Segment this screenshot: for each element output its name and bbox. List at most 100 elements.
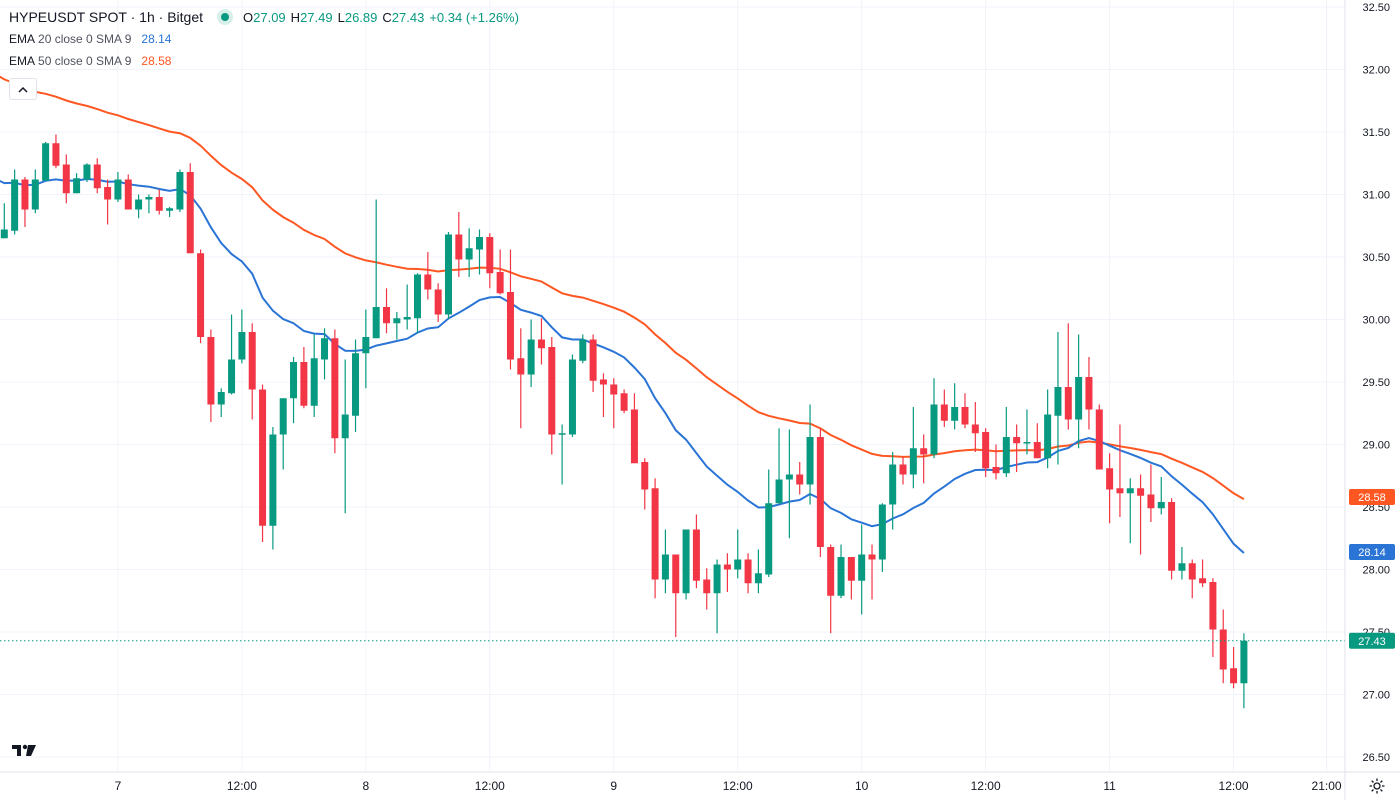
candle-bearish[interactable] [827,544,835,634]
candle-bullish[interactable] [176,169,184,213]
candle-bullish[interactable] [83,163,91,182]
candle-bearish[interactable] [424,252,432,300]
candle-bearish[interactable] [517,328,525,429]
indicator-ema50[interactable]: EMA 50 close 0 SMA 9 28.58 [9,54,172,68]
candle-bullish[interactable] [217,388,225,417]
candle-bearish[interactable] [940,389,948,428]
candle-bullish[interactable] [754,549,762,594]
candle-bearish[interactable] [248,323,256,420]
candle-bearish[interactable] [982,428,990,477]
candle-bearish[interactable] [847,557,855,600]
candle-bullish[interactable] [858,524,866,615]
candle-bullish[interactable] [930,378,938,459]
candle-bullish[interactable] [73,173,81,194]
candle-bearish[interactable] [155,189,163,215]
candle-bullish[interactable] [806,404,814,505]
candle-bearish[interactable] [1116,424,1124,518]
price-axis[interactable]: 32.50 32.00 31.50 31.00 30.50 30.00 29.50 29.00… [1362,2,1390,764]
candle-bullish[interactable] [1157,477,1165,515]
candle-bullish[interactable] [352,339,360,433]
candle-bearish[interactable] [630,393,638,464]
indicator-ema20[interactable]: EMA 20 close 0 SMA 9 28.14 [9,32,172,46]
candle-bullish[interactable] [166,207,174,217]
candle-bullish[interactable] [909,407,917,489]
candle-bullish[interactable] [785,429,793,539]
candle-bearish[interactable] [93,158,101,194]
candle-bearish[interactable] [1095,404,1103,470]
candle-bullish[interactable] [114,172,122,202]
candle-bullish[interactable] [1178,547,1186,580]
candle-bullish[interactable] [475,229,483,275]
candle-bullish[interactable] [889,452,897,530]
candle-bearish[interactable] [1168,498,1176,580]
candle-bullish[interactable] [837,544,845,599]
candle-bullish[interactable] [682,529,690,600]
candle-bearish[interactable] [796,462,804,495]
candle-bullish[interactable] [775,428,783,504]
candle-bearish[interactable] [62,154,70,204]
candle-bullish[interactable] [465,228,473,277]
candle-bearish[interactable] [620,389,628,414]
collapse-legend-button[interactable] [9,78,37,100]
candle-bullish[interactable] [403,284,411,330]
candle-bullish[interactable] [1002,407,1010,477]
candle-bearish[interactable] [124,174,132,210]
candle-bullish[interactable] [228,314,236,395]
candle-bearish[interactable] [992,444,1000,480]
candle-bearish[interactable] [186,163,194,254]
candle-bearish[interactable] [744,553,752,594]
candle-bullish[interactable] [393,312,401,340]
time-axis[interactable]: 7 12:00 8 12:00 9 12:00 10 12:00 11 12:00 21:00 [115,779,1342,793]
candle-bullish[interactable] [135,194,143,219]
candle-bearish[interactable] [589,334,597,393]
candle-bullish[interactable] [1240,633,1248,709]
candle-bullish[interactable] [362,309,370,389]
candle-bullish[interactable] [145,194,153,214]
candle-bearish[interactable] [816,428,824,557]
tradingview-logo-icon[interactable] [10,738,38,762]
settings-gear-icon[interactable] [1368,777,1386,795]
candle-bullish[interactable] [341,359,349,514]
candle-bearish[interactable] [1137,474,1145,555]
candle-bearish[interactable] [971,402,979,452]
candle-bearish[interactable] [1188,559,1196,599]
candle-bearish[interactable] [496,249,504,295]
candle-bearish[interactable] [1106,453,1114,524]
candle-bearish[interactable] [331,329,339,454]
candle-bullish[interactable] [0,203,8,239]
candle-bearish[interactable] [548,337,556,455]
candle-bullish[interactable] [558,424,566,485]
candle-bearish[interactable] [692,514,700,589]
candle-bearish[interactable] [610,378,618,429]
candle-bearish[interactable] [723,553,731,592]
candle-bearish[interactable] [961,393,969,429]
candle-bullish[interactable] [238,309,246,364]
candle-bearish[interactable] [383,288,391,334]
candle-bearish[interactable] [672,554,680,638]
candle-bullish[interactable] [279,398,287,470]
candle-bullish[interactable] [290,357,298,424]
candle-bearish[interactable] [207,329,215,423]
candle-bullish[interactable] [11,169,19,235]
candle-bearish[interactable] [1033,423,1041,459]
candle-bullish[interactable] [42,142,50,181]
candle-bearish[interactable] [434,283,442,322]
candle-bullish[interactable] [310,334,318,418]
candle-bearish[interactable] [1013,424,1021,473]
candle-bearish[interactable] [899,457,907,485]
candle-bullish[interactable] [321,328,329,380]
candle-bearish[interactable] [486,233,494,289]
candle-bearish[interactable] [920,434,928,484]
candle-bearish[interactable] [506,249,514,370]
candle-bearish[interactable] [455,212,463,277]
candle-bearish[interactable] [104,179,112,225]
candle-bearish[interactable] [259,384,267,543]
candle-bullish[interactable] [444,232,452,320]
candle-bullish[interactable] [527,319,535,388]
candle-bullish[interactable] [1126,478,1134,544]
candle-bearish[interactable] [197,249,205,344]
candle-bearish[interactable] [651,478,659,599]
candle-bearish[interactable] [703,568,711,610]
candle-bearish[interactable] [537,318,545,365]
candle-bullish[interactable] [414,273,421,334]
